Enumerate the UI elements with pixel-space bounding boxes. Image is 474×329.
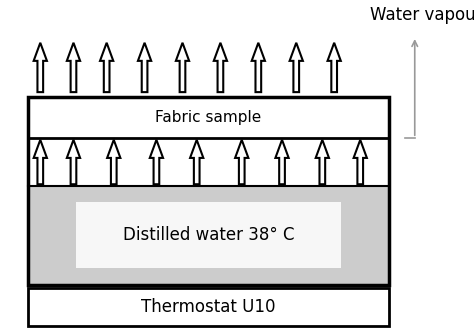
Polygon shape [100,43,113,92]
Bar [28,186,389,285]
Polygon shape [316,140,329,184]
Polygon shape [138,43,151,92]
Polygon shape [34,43,47,92]
Polygon shape [214,43,227,92]
Bar [28,288,389,326]
Polygon shape [252,43,265,92]
Bar [28,97,389,138]
Polygon shape [354,140,367,184]
Bar [76,202,341,268]
Polygon shape [34,140,47,184]
Bar [28,138,389,186]
Polygon shape [275,140,289,184]
Polygon shape [150,140,163,184]
Text: Fabric sample: Fabric sample [155,110,262,125]
Polygon shape [67,140,80,184]
Polygon shape [235,140,248,184]
Text: Distilled water 38° C: Distilled water 38° C [123,226,294,244]
Text: Water vapour: Water vapour [370,6,474,24]
Polygon shape [107,140,120,184]
Polygon shape [67,43,80,92]
Polygon shape [190,140,203,184]
Polygon shape [328,43,341,92]
Polygon shape [290,43,303,92]
Bar [28,97,389,285]
Polygon shape [176,43,189,92]
Text: Thermostat U10: Thermostat U10 [141,298,276,316]
